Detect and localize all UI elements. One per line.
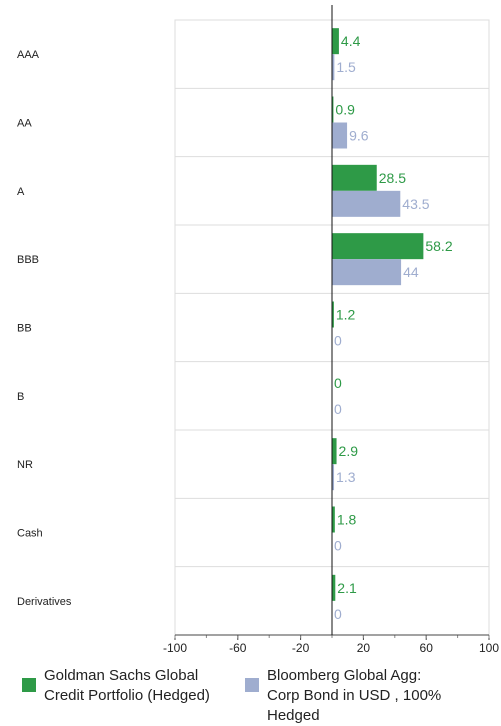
bar-series-2 [332, 464, 335, 491]
data-label-series-2: 1.5 [336, 59, 356, 75]
data-label-series-1: 2.1 [337, 580, 357, 596]
data-label-series-1: 0.9 [335, 102, 355, 118]
data-label-series-2: 43.5 [402, 196, 429, 212]
data-label-series-1: 1.8 [337, 512, 357, 528]
legend-swatch-series-2 [245, 678, 259, 692]
data-label-series-1: 4.4 [341, 33, 361, 49]
bar-series-1 [332, 164, 377, 191]
data-label-series-1: 2.9 [339, 443, 359, 459]
bar-series-2 [332, 190, 401, 217]
legend-label-series-1: Goldman Sachs Global Credit Portfolio (H… [44, 667, 210, 704]
category-label: NR [17, 459, 33, 471]
bar-series-1 [332, 301, 334, 328]
data-label-series-1: 28.5 [379, 170, 406, 186]
bar-series-1 [332, 506, 335, 533]
chart-legend: Goldman Sachs Global Credit Portfolio (H… [0, 666, 501, 724]
bar-series-1 [332, 574, 336, 601]
data-label-series-1: 0 [334, 375, 342, 391]
x-tick-label: -100 [163, 641, 187, 655]
bar-series-2 [332, 122, 348, 149]
x-tick-label: 20 [357, 641, 371, 655]
category-label: B [17, 391, 24, 403]
data-label-series-2: 0 [334, 606, 342, 622]
category-label: AA [17, 118, 32, 130]
x-tick-label: -20 [292, 641, 310, 655]
x-tick-label: 100 [479, 641, 499, 655]
data-label-series-1: 58.2 [425, 238, 452, 254]
legend-label-series-2: Bloomberg Global Agg: Corp Bond in USD ,… [267, 667, 442, 724]
data-label-series-1: 1.2 [336, 307, 356, 323]
bar-series-1 [332, 28, 339, 55]
bar-series-1 [332, 96, 334, 123]
data-label-series-2: 1.3 [336, 469, 356, 485]
data-label-series-2: 0 [334, 401, 342, 417]
category-label: BB [17, 323, 32, 335]
category-label: Derivatives [17, 596, 72, 608]
x-tick-label: -60 [229, 641, 247, 655]
legend-item-series-2: Bloomberg Global Agg: Corp Bond in USD ,… [245, 666, 457, 726]
category-label: AAA [17, 49, 40, 61]
bar-series-1 [332, 233, 424, 260]
legend-item-series-1: Goldman Sachs Global Credit Portfolio (H… [22, 666, 234, 706]
data-label-series-2: 9.6 [349, 128, 369, 144]
legend-swatch-series-1 [22, 678, 36, 692]
category-label: BBB [17, 254, 39, 266]
credit-quality-chart: -100 -60 -20 20 60 100 AAA 4.4 1.5 AA 0.9 9.6 A 28.5 4… [0, 5, 501, 724]
data-label-series-2: 0 [334, 333, 342, 349]
x-tick-label: 60 [420, 641, 434, 655]
data-label-series-2: 0 [334, 538, 342, 554]
bar-series-2 [332, 54, 335, 81]
bar-chart-svg: -100 -60 -20 20 60 100 AAA 4.4 1.5 AA 0.9 9.6 A 28.5 4… [17, 5, 499, 655]
bar-series-1 [332, 438, 337, 465]
category-label: A [17, 186, 25, 198]
category-label: Cash [17, 528, 43, 540]
data-label-series-2: 44 [403, 264, 419, 280]
bar-series-2 [332, 259, 402, 286]
